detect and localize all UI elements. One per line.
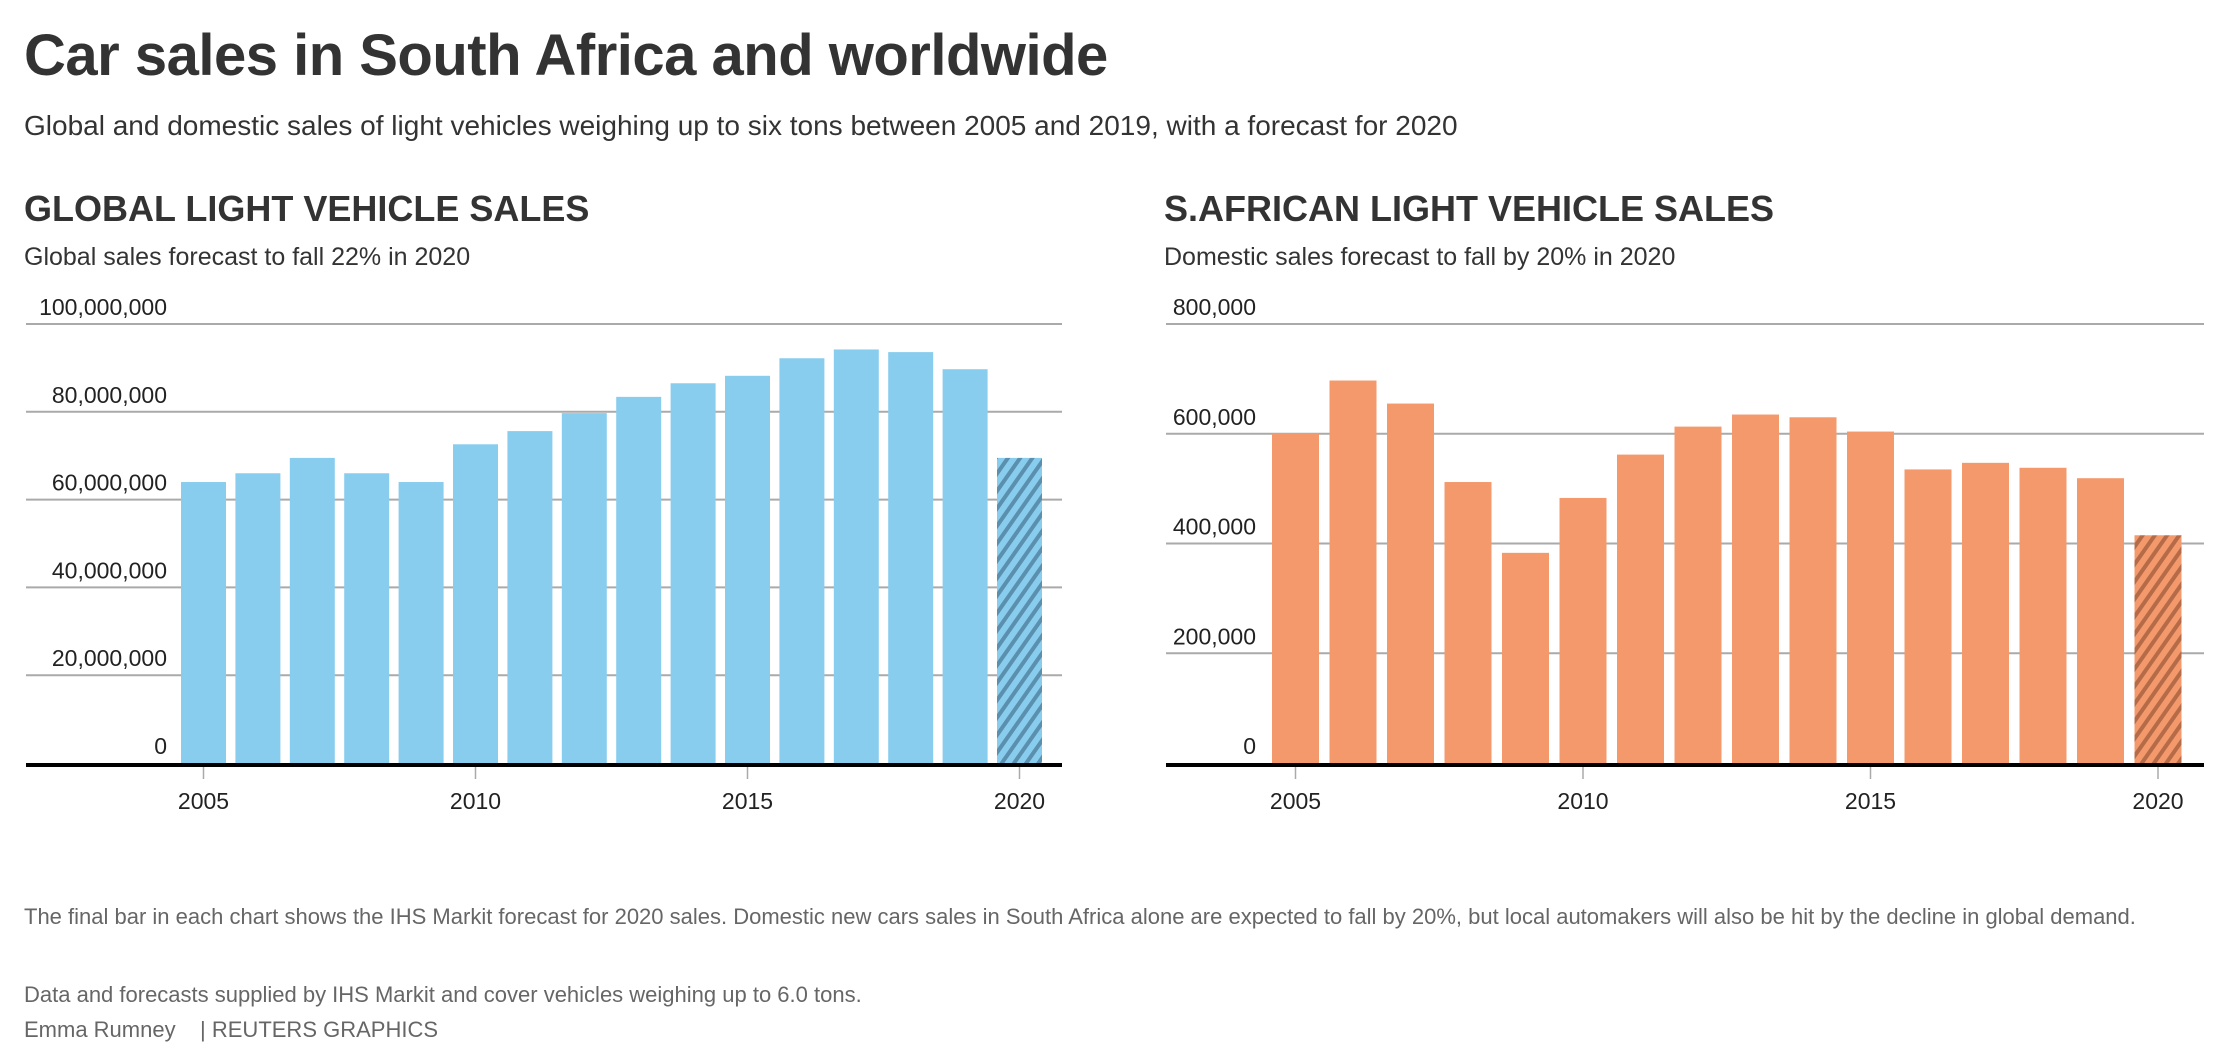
y-tick-label: 20,000,000 — [52, 645, 167, 671]
bar — [779, 358, 825, 763]
bar — [181, 482, 226, 763]
global-sales-chart: 0 20,000,000 40,000,000 60,000,000 80,000,00… — [26, 294, 1062, 814]
page-title: Car sales in South Africa and worldwide — [24, 23, 1108, 88]
bar — [453, 444, 498, 763]
bar — [561, 413, 607, 763]
bar — [507, 431, 553, 763]
bar — [1789, 417, 1837, 763]
bar — [888, 352, 934, 763]
sa-chart-subtitle: Domestic sales forecast to fall by 20% i… — [1164, 243, 1676, 271]
y-tick-label: 200,000 — [1173, 623, 1256, 649]
bar — [235, 473, 281, 763]
x-tick-label: 2015 — [1845, 788, 1896, 814]
bar — [1674, 426, 1722, 763]
bar — [616, 396, 662, 763]
sa-chart-title: S.AFRICAN LIGHT VEHICLE SALES — [1164, 188, 1775, 229]
bar — [1847, 431, 1894, 763]
bar — [1904, 469, 1952, 763]
bar — [670, 383, 716, 763]
y-tick-label: 0 — [154, 733, 167, 759]
bar — [2077, 478, 2124, 763]
bar — [1502, 552, 1549, 763]
page-subtitle: Global and domestic sales of light vehic… — [24, 110, 1458, 141]
bar — [1444, 482, 1492, 763]
bar — [2019, 467, 2067, 763]
bar — [1272, 433, 1319, 763]
global-chart-title: GLOBAL LIGHT VEHICLE SALES — [24, 188, 590, 229]
y-tick-label: 80,000,000 — [52, 382, 167, 408]
bar — [344, 473, 390, 763]
bar — [942, 369, 988, 763]
sa-sales-chart: 0 200,000 400,000 600,000 800,000 2005 2010 201… — [1166, 294, 2204, 814]
bar — [1962, 462, 2009, 763]
x-tick-label: 2010 — [450, 788, 501, 814]
y-tick-label: 400,000 — [1173, 514, 1256, 540]
bar — [1329, 380, 1377, 763]
y-tick-label: 100,000,000 — [39, 294, 167, 320]
y-tick-label: 800,000 — [1173, 294, 1256, 320]
bar — [1617, 454, 1664, 763]
y-tick-label: 60,000,000 — [52, 470, 167, 496]
x-tick-label: 2010 — [1557, 788, 1608, 814]
bar — [398, 482, 444, 763]
bar — [289, 457, 335, 763]
footer-credit: Emma Rumney | REUTERS GRAPHICS — [24, 1017, 439, 1042]
x-tick-label: 2020 — [2132, 788, 2183, 814]
y-tick-label: 40,000,000 — [52, 557, 167, 583]
x-tick-label: 2005 — [1270, 788, 1321, 814]
y-tick-label: 0 — [1243, 733, 1256, 759]
bar — [1387, 403, 1434, 763]
forecast-bar — [2134, 535, 2182, 763]
global-chart-subtitle: Global sales forecast to fall 22% in 202… — [24, 243, 471, 271]
bar — [1732, 414, 1779, 763]
x-tick-label: 2015 — [722, 788, 773, 814]
y-tick-label: 600,000 — [1173, 404, 1256, 430]
footer-note: The final bar in each chart shows the IH… — [24, 904, 2136, 929]
bar — [1559, 497, 1607, 763]
bar — [725, 375, 770, 763]
footer-source: Data and forecasts supplied by IHS Marki… — [24, 982, 862, 1007]
bar — [833, 349, 879, 763]
forecast-bar — [997, 457, 1042, 763]
x-tick-label: 2020 — [994, 788, 1045, 814]
x-tick-label: 2005 — [178, 788, 229, 814]
